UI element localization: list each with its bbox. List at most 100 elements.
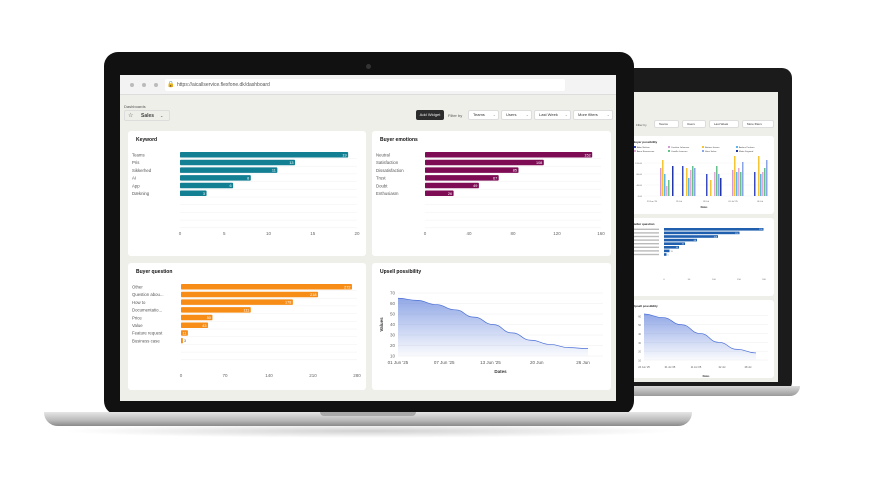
bar — [732, 170, 734, 196]
bar-value-label: 50 — [207, 316, 211, 320]
bar-value-label: 66 — [694, 240, 697, 242]
bar-value-label: 108 — [714, 236, 718, 238]
filter-users[interactable]: Users — [682, 120, 706, 128]
front-laptop-screen: 🔒 https://aicallservice.flexfone.dk/dash… — [120, 75, 616, 401]
bar — [181, 299, 293, 305]
x-tick-label: 160 — [597, 231, 605, 236]
bar-value-label: 199 — [759, 229, 763, 231]
filter-period[interactable]: Last Week — [709, 120, 739, 128]
bar — [736, 172, 738, 196]
chevron-down-icon: ⌄ — [160, 113, 164, 118]
bar-value-label: 30 — [676, 247, 679, 249]
back-upsell-card: Upsell possibility 10 20 30 40 50 60 23 Jun '2… — [630, 300, 774, 378]
y-tick-label: 10 — [638, 360, 641, 363]
bar — [664, 231, 740, 235]
category-label-placeholder — [633, 232, 659, 234]
category-label: Business case — [132, 338, 160, 343]
bar-value-label: 5 — [668, 254, 670, 256]
bar — [692, 166, 694, 196]
filter-teams[interactable]: Teams — [654, 120, 679, 128]
category-label: Satisfaction — [376, 160, 399, 165]
x-tick-label: 28 Jul — [745, 366, 752, 369]
area-fill — [644, 314, 756, 360]
filter-more[interactable]: More filters ⌄ — [573, 110, 613, 120]
area-fill — [398, 298, 588, 356]
filter-label: Last Week — [539, 112, 558, 117]
bar-value-label: 218 — [310, 293, 316, 297]
x-tick-label: 140 — [265, 373, 273, 378]
bar — [180, 152, 349, 158]
x-tick-label: 5 — [223, 231, 226, 236]
filter-users[interactable]: Users ⌄ — [501, 110, 532, 120]
add-widget-button[interactable]: Add Widget — [416, 110, 444, 120]
bar — [664, 246, 679, 249]
bar — [180, 175, 251, 181]
x-tick-label: 26 Jun — [576, 360, 590, 365]
back-possibility-card: Buyer possibility Allan Nielsen Caroline … — [630, 136, 774, 214]
browser-bar: 🔒 https://aicallservice.flexfone.dk/dash… — [120, 75, 616, 95]
dashboard-selector[interactable]: ☆ Sales ⌄ — [124, 110, 170, 121]
x-tick-label: 01 Jul '25 — [665, 366, 676, 369]
filter-label: More filters — [578, 112, 598, 117]
buyer-question-card: Buyer question Other 272 Question abou... 2… — [128, 263, 366, 390]
legend-label: Anne Rasmussen — [637, 150, 655, 153]
x-tick-label: 23 Jun '25 — [638, 366, 650, 369]
window-dot-icon[interactable] — [154, 83, 158, 87]
legend-label: Camilla Lauesen — [671, 151, 688, 153]
buyer-emotions-card: Buyer emotions Neutral 152 Satisfaction 108… — [372, 131, 611, 256]
filter-teams[interactable]: Teams ⌄ — [468, 110, 499, 120]
legend-label: Allan Nielsen — [637, 146, 651, 149]
bar — [664, 228, 764, 231]
window-dot-icon[interactable] — [130, 83, 134, 87]
bar — [425, 190, 454, 196]
y-tick-label: 40 — [390, 322, 396, 327]
x-tick-label: 120 — [553, 231, 561, 236]
bar — [664, 238, 697, 242]
card-title: Upsell possibility — [633, 304, 658, 308]
bar-value-label: 43 — [202, 324, 206, 328]
bar — [714, 172, 716, 196]
legend-label: Stine Sølvø — [705, 150, 717, 153]
bar — [688, 178, 690, 196]
x-tick-label: 80 — [510, 231, 516, 236]
legend-swatch — [668, 150, 670, 152]
legend-label: Caroline Johansen — [671, 146, 690, 149]
bar — [425, 175, 499, 181]
bar-value-label: 67 — [493, 176, 497, 180]
upsell-chart: 10 20 30 40 50 60 70 01 Jun '25 07 Jun '25 13 Jun… — [379, 291, 603, 374]
x-tick-label: 10 — [266, 231, 272, 236]
x-tick-label: 15 — [310, 231, 316, 236]
category-label: Other — [132, 285, 143, 290]
y-tick-label: 20 — [638, 351, 641, 354]
bar — [686, 168, 688, 196]
bar — [716, 166, 718, 196]
bar — [694, 168, 696, 196]
bar — [682, 166, 684, 196]
buyer-emotions-chart: Neutral 152 Satisfaction 108 Dissatisfaction… — [376, 152, 605, 236]
bar — [664, 253, 667, 256]
x-tick-label: 20 Jun — [530, 360, 544, 365]
bar-value-label: 111 — [243, 308, 249, 312]
filter-more[interactable]: More filters — [742, 120, 774, 128]
filter-period[interactable]: Last Week ⌄ — [534, 110, 571, 120]
back-question-card: Seller question 199 151 108 66 42 30 11 5 0 50 100… — [630, 218, 774, 296]
x-tick-label: 23 Jun '25 — [647, 201, 658, 203]
buyer-question-chart: Other 272 Question abou... 218 How to 178 Docu… — [132, 284, 361, 378]
bar-value-label: 13 — [289, 161, 293, 165]
window-dot-icon[interactable] — [142, 83, 146, 87]
star-icon[interactable]: ☆ — [128, 113, 134, 119]
chevron-down-icon: ⌄ — [606, 112, 610, 117]
y-tick-label: 40 — [638, 333, 641, 336]
bar — [758, 156, 760, 196]
card-title: Buyer possibility — [633, 140, 658, 144]
bar — [766, 160, 768, 196]
category-label: Sikkerhed — [132, 168, 152, 173]
address-bar[interactable]: 🔒 https://aicallservice.flexfone.dk/dash… — [165, 79, 565, 91]
bar — [181, 307, 251, 313]
bar-value-label: 11 — [182, 332, 186, 336]
legend-swatch — [668, 146, 670, 148]
category-label: App — [132, 183, 140, 188]
y-tick-label: 0.00 — [638, 196, 643, 198]
x-tick-label: 210 — [309, 373, 317, 378]
x-tick-label: 13 Jun '25 — [480, 360, 501, 365]
